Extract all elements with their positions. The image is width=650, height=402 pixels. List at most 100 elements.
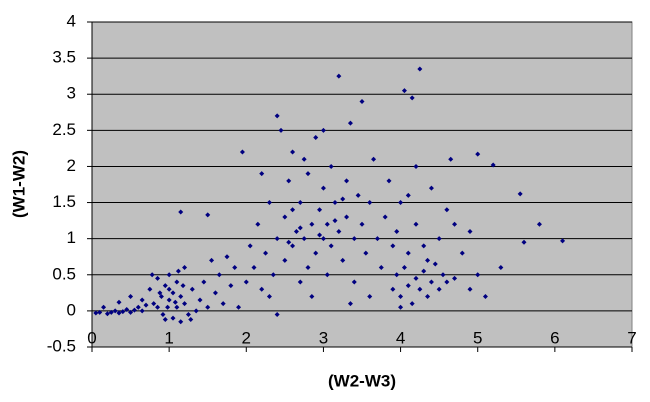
point (405, 250, 411, 256)
point (313, 135, 319, 141)
point (398, 293, 404, 299)
point (421, 243, 427, 249)
x-tick-label: 2 (242, 328, 251, 347)
point (452, 275, 458, 281)
point (162, 317, 168, 323)
y-tick-label: 4 (67, 11, 76, 30)
point (324, 272, 330, 278)
point (178, 293, 184, 299)
point (274, 113, 280, 119)
point (428, 279, 434, 285)
point (367, 200, 373, 206)
point (448, 156, 454, 162)
y-tick-label: 2 (67, 156, 76, 175)
y-tick-label: 0.5 (52, 264, 76, 283)
point (297, 279, 303, 285)
point (344, 214, 350, 220)
point (128, 293, 134, 299)
point (166, 297, 172, 303)
point (320, 127, 326, 133)
point (444, 279, 450, 285)
point (116, 310, 122, 316)
point (185, 312, 191, 317)
point (301, 156, 307, 162)
point (536, 221, 542, 227)
point (135, 304, 141, 310)
point (452, 221, 458, 227)
point (205, 304, 211, 310)
point (239, 149, 245, 155)
point (490, 162, 496, 168)
y-tick-label: 0 (67, 300, 76, 319)
point (174, 279, 180, 285)
point (182, 265, 188, 271)
point (147, 286, 153, 292)
point (155, 275, 161, 281)
point (517, 191, 523, 197)
point (157, 290, 163, 296)
point (320, 236, 326, 242)
point (324, 221, 330, 227)
point (247, 243, 253, 249)
point (251, 265, 257, 271)
point (405, 283, 411, 289)
point (151, 301, 157, 307)
point (409, 95, 415, 101)
point (266, 293, 272, 299)
point (498, 265, 504, 271)
point (425, 293, 431, 299)
point (305, 171, 311, 177)
y-tick-label: 1 (67, 228, 76, 247)
point (386, 178, 392, 184)
point (398, 304, 404, 310)
point (409, 301, 415, 307)
point (521, 239, 527, 245)
point (131, 307, 137, 313)
point (440, 272, 446, 278)
point (182, 301, 188, 307)
point (332, 218, 338, 224)
point (282, 214, 288, 220)
point (293, 228, 299, 234)
point (286, 178, 292, 184)
point (309, 221, 315, 227)
point (180, 283, 186, 289)
point (421, 268, 427, 274)
point (340, 196, 346, 202)
point (255, 221, 261, 227)
point (347, 120, 353, 126)
point (172, 299, 178, 305)
point (390, 286, 396, 292)
point (328, 243, 334, 249)
point (286, 239, 292, 245)
point (401, 88, 407, 94)
point (236, 304, 242, 310)
point (220, 301, 226, 307)
point (104, 311, 110, 317)
point (175, 268, 181, 274)
point (413, 221, 419, 227)
point (428, 185, 434, 191)
point (170, 290, 176, 296)
point (178, 319, 184, 325)
point (351, 279, 357, 285)
point (413, 163, 419, 169)
point (97, 309, 103, 315)
y-tick-label: 3 (67, 84, 76, 103)
point (344, 178, 350, 184)
point (347, 301, 353, 307)
point (305, 265, 311, 271)
point (274, 312, 280, 317)
point (166, 286, 172, 292)
point (394, 272, 400, 278)
point (436, 286, 442, 292)
point (425, 257, 431, 263)
point (212, 290, 218, 296)
point (297, 200, 303, 206)
x-tick-label: 4 (396, 328, 405, 347)
point (155, 304, 161, 310)
point (340, 257, 346, 263)
x-tick-label: 3 (319, 328, 328, 347)
point (401, 265, 407, 271)
point (432, 261, 438, 267)
